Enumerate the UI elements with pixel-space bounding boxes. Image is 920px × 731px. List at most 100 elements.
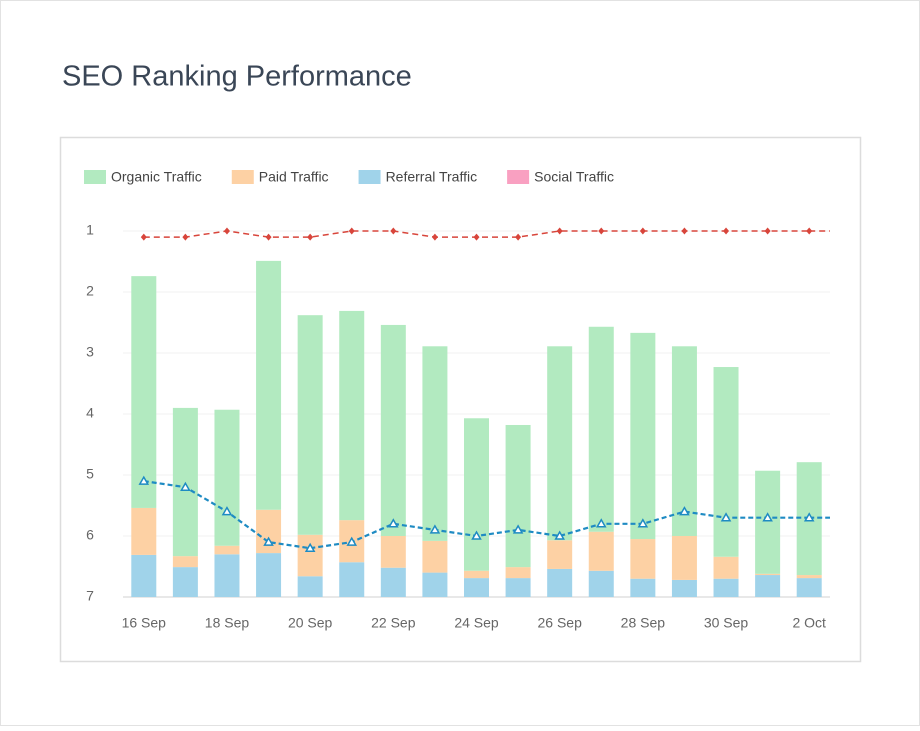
x-tick-label: 28 Sep: [621, 615, 666, 631]
bar-segment: [172, 556, 198, 568]
legend-swatch: [84, 170, 106, 184]
y-tick-label: 4: [86, 405, 94, 421]
plot: 1 2 3 4 5 6 7 Organic Traffic Paid Traffic Referr…: [84, 169, 830, 631]
y-tick-label: 6: [86, 527, 94, 543]
bar-segment: [256, 509, 282, 554]
line-marker: [388, 518, 399, 528]
bar-segment: [713, 556, 739, 579]
line-marker: [762, 512, 773, 522]
line-marker: [595, 518, 607, 528]
bar-segment: [630, 332, 656, 540]
bar-segment: [297, 534, 323, 577]
legend-swatch: [231, 170, 254, 184]
legend-label: Paid Traffic: [259, 169, 329, 185]
x-tick-label: 26 Sep: [537, 615, 582, 631]
bar-segment: [464, 578, 489, 597]
y-tick-label: 1: [86, 222, 94, 238]
line-marker: [223, 227, 230, 235]
bar-segment: [380, 567, 406, 597]
bar-segment: [214, 409, 240, 546]
bar-segment: [422, 540, 448, 573]
line-marker: [515, 233, 522, 241]
x-tick-label: 18 Sep: [205, 615, 250, 631]
bar-segment: [671, 536, 697, 580]
line-marker: [265, 233, 272, 241]
x-tick-label: 24 Sep: [454, 615, 499, 631]
line-marker: [803, 512, 815, 522]
bar-segment: [131, 276, 157, 508]
bar-segment: [256, 553, 282, 597]
y-tick-label: 3: [86, 344, 94, 360]
bar-segment: [505, 578, 531, 597]
bar-segment: [422, 572, 448, 597]
legend-label: Organic Traffic: [111, 169, 202, 185]
bar-segment: [131, 554, 157, 597]
bar-segment: [380, 324, 406, 536]
line-marker: [221, 506, 233, 516]
bar-segment: [630, 539, 656, 579]
line-marker: [348, 227, 355, 235]
y-tick-label: 2: [86, 283, 94, 299]
bar-segment: [380, 536, 406, 568]
line-marker: [138, 475, 150, 485]
bar-segment: [547, 540, 573, 569]
x-tick-label: 30 Sep: [704, 615, 749, 631]
line-marker: [431, 233, 438, 241]
bar-segment: [713, 367, 739, 557]
line-marker: [679, 506, 690, 516]
x-tick-label: 22 Sep: [371, 615, 416, 631]
x-tick-label: 2 Oct: [792, 615, 826, 631]
bar-segment: [547, 568, 573, 597]
bar-segment: [464, 418, 489, 571]
line-marker: [346, 536, 358, 546]
x-tick-label: 16 Sep: [122, 615, 167, 631]
y-tick-label: 5: [86, 466, 94, 482]
bar-segment: [505, 567, 531, 579]
bar-segment: [505, 424, 531, 568]
y-tick-label: 7: [86, 588, 94, 604]
bar-segment: [755, 575, 781, 597]
bar-segment: [588, 531, 614, 571]
bar-segment: [131, 507, 157, 555]
bar-segment: [297, 576, 323, 597]
legend-swatch: [507, 170, 530, 184]
line-marker: [390, 227, 397, 235]
line-marker: [429, 524, 441, 534]
bar-segment: [339, 310, 365, 521]
legend-label: Referral Traffic: [386, 169, 478, 185]
bar-segment: [214, 545, 240, 555]
bar-segment: [755, 470, 781, 574]
line-marker: [304, 542, 316, 552]
line-marker: [598, 227, 605, 235]
line-marker: [806, 227, 813, 235]
line-marker: [720, 512, 732, 522]
line-marker: [723, 227, 730, 235]
bar-segment: [256, 260, 282, 510]
line-marker: [512, 524, 524, 534]
line-marker: [473, 233, 480, 241]
bar-segment: [339, 562, 365, 597]
bar-segment: [422, 346, 448, 541]
line-marker: [637, 518, 649, 528]
bar-segment: [796, 578, 822, 597]
line-marker: [556, 227, 563, 235]
bar-segment: [588, 570, 614, 597]
line-marker: [307, 233, 314, 241]
line-marker: [471, 530, 482, 540]
line-marker: [180, 481, 191, 491]
line-marker: [764, 227, 771, 235]
line-marker: [639, 227, 646, 235]
line-marker: [681, 227, 688, 235]
legend-swatch: [358, 170, 381, 184]
bar-segment: [588, 326, 614, 532]
bar-segment: [547, 346, 573, 541]
bar-segment: [172, 567, 198, 597]
bar-segment: [671, 346, 697, 536]
bar-segment: [796, 575, 822, 579]
chart-title: SEO Ranking Performance: [62, 61, 412, 93]
bar-segment: [630, 578, 656, 597]
line-marker: [140, 233, 147, 241]
bar-segment: [713, 578, 739, 597]
line-marker: [554, 530, 565, 540]
